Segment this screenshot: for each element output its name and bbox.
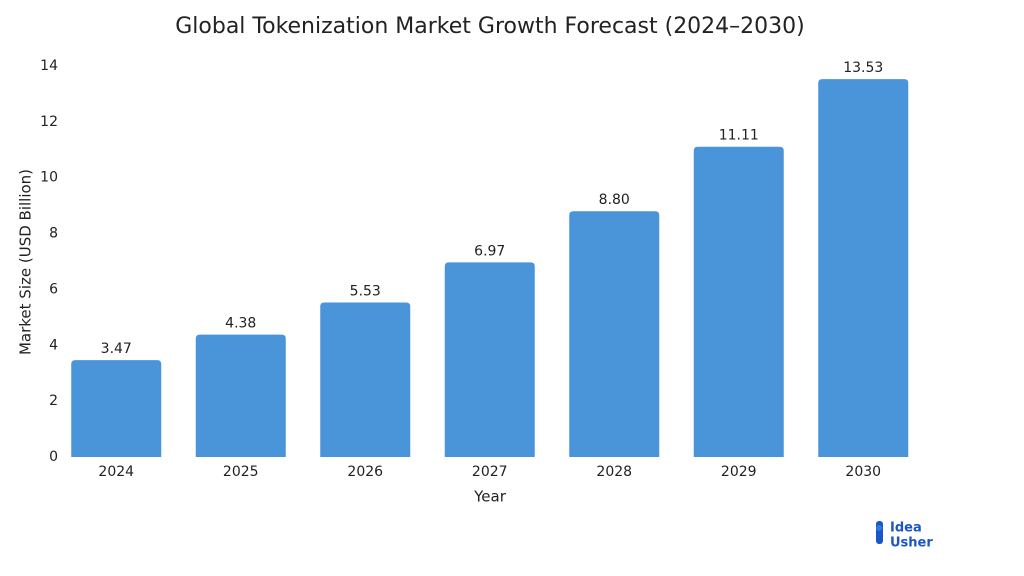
logo-text: Usher xyxy=(890,536,933,551)
y-tick-label: 12 xyxy=(40,114,58,130)
y-tick-label: 10 xyxy=(40,170,58,186)
x-tick-label: 2029 xyxy=(721,464,757,480)
y-tick-label: 4 xyxy=(49,337,58,353)
logo-dot xyxy=(876,525,882,531)
y-tick-label: 2 xyxy=(49,393,58,409)
bar xyxy=(693,146,784,458)
value-label: 3.47 xyxy=(101,341,132,357)
value-label: 6.97 xyxy=(474,243,505,259)
chart-title: Global Tokenization Market Growth Foreca… xyxy=(175,14,805,39)
y-axis-label: Market Size (USD Billion) xyxy=(17,169,35,355)
value-label: 11.11 xyxy=(719,128,759,144)
bar xyxy=(71,360,162,457)
logo: Idea Usher xyxy=(876,521,933,551)
x-tick-label: 2028 xyxy=(596,464,632,480)
value-label: 4.38 xyxy=(225,316,256,332)
bar xyxy=(320,302,411,457)
y-tick-label: 6 xyxy=(49,281,58,297)
bar xyxy=(569,211,660,457)
x-tick-label: 2026 xyxy=(347,464,383,480)
x-tick-label: 2030 xyxy=(845,464,881,480)
value-label: 8.80 xyxy=(599,192,630,208)
y-tick-label: 0 xyxy=(49,449,58,465)
bar xyxy=(195,334,286,457)
x-axis-label: Year xyxy=(473,488,507,506)
x-tick-label: 2027 xyxy=(472,464,508,480)
x-tick-label: 2024 xyxy=(98,464,134,480)
value-label: 5.53 xyxy=(350,284,381,300)
value-label: 13.53 xyxy=(843,60,883,76)
y-tick-label: 8 xyxy=(49,226,58,242)
logo-text: Idea xyxy=(890,521,922,536)
bar xyxy=(444,262,535,457)
bar xyxy=(818,79,909,457)
y-tick-label: 14 xyxy=(40,58,58,74)
x-tick-label: 2025 xyxy=(223,464,259,480)
logo-mark xyxy=(876,521,883,544)
